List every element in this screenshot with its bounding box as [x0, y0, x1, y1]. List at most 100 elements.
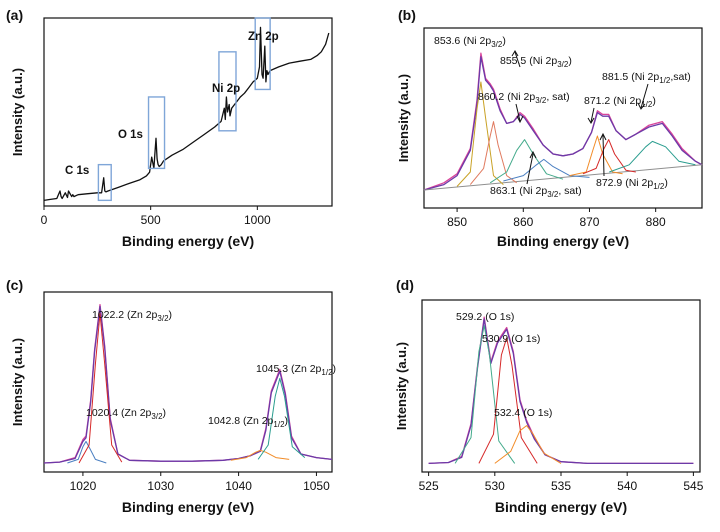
panel-d-x-tick-label-540: 540 [617, 479, 637, 493]
annotation-1045-3: 1045.3 (Zn 2p1/2) [256, 363, 336, 377]
annotation-872-9: 872.9 (Ni 2p1/2) [596, 177, 668, 191]
panel-a-zn2p-label: Zn 2p [248, 31, 279, 43]
panel-a-x-tick-label-0: 0 [41, 213, 48, 227]
annotation-863-1: 863.1 (Ni 2p3/2, sat) [490, 185, 582, 199]
panel-c: (c) 1020 1030 1040 1050 Binding energy (eV)… [6, 277, 336, 515]
panel-a-box-o-1s [147, 96, 166, 170]
annotation-855-5: 855.5 (Ni 2p3/2) [500, 55, 572, 69]
panel-d-x-tick-label-535: 535 [551, 479, 571, 493]
panel-a-ni2p-label: Ni 2p [212, 83, 240, 95]
panel-c-series-zn-2p3-2-1022-2 [78, 313, 123, 464]
arrow-881-5-head [637, 102, 646, 110]
panel-c-series-raw [43, 303, 333, 464]
panel-b-x-tick-label-860: 860 [513, 215, 533, 229]
panel-a-series-survey [43, 26, 330, 202]
panel-b-series-ni-2p1-2-872-9 [582, 139, 636, 175]
panel-a-x-tick-label-1000: 1000 [244, 213, 271, 227]
annotation-529-2: 529.2 (O 1s) [456, 311, 514, 323]
panel-c-series [43, 303, 333, 464]
panel-a-box-c-1s [97, 163, 112, 202]
panel-a-series [43, 26, 330, 202]
annotation-1042-8: 1042.8 (Zn 2p1/2) [208, 415, 288, 429]
panel-b-x-tick-label-850: 850 [447, 215, 467, 229]
panel-a-y-axis-label: Intensity (a.u.) [10, 68, 25, 156]
panel-b-series-ni-2p3-2-sat-860-2 [489, 139, 564, 184]
panel-a: (a) 0 500 1000 Binding energy (eV) Intensi… [6, 7, 333, 249]
panel-a-o1s-label: O 1s [118, 129, 143, 141]
panel-a-frame [43, 17, 333, 207]
arrow-872-9 [602, 134, 605, 177]
panel-b-frame [423, 27, 703, 209]
arrow-855-5-head [511, 50, 519, 57]
panel-c-series-zn-2p1-2-1042-8 [230, 449, 290, 461]
panel-a-box-zn-2p [254, 17, 271, 91]
panel-a-c1s-label: C 1s [65, 165, 89, 177]
panel-d-x-axis-label: Binding energy (eV) [495, 499, 627, 515]
panel-d-series-fit [428, 318, 694, 465]
panel-d-label: (d) [396, 277, 414, 293]
panel-c-series-zn-2p1-2-1045-3 [257, 377, 306, 460]
panel-d-frame [421, 299, 701, 473]
panel-b-series-fit [423, 56, 703, 191]
annotation-881-5: 881.5 (Ni 2p1/2,sat) [602, 71, 691, 85]
arrow-860-2 [515, 103, 521, 122]
panel-d-x-tick-label-545: 545 [683, 479, 703, 493]
panel-b-series [423, 52, 703, 191]
panel-a-x-tick-label-500: 500 [141, 213, 161, 227]
panel-b-arrows [511, 50, 649, 185]
annotation-1020-4: 1020.4 (Zn 2p3/2) [86, 407, 166, 421]
panel-b-series-raw [423, 52, 703, 191]
panel-d-x-ticks: 525 530 535 540 545 [419, 472, 704, 493]
panel-c-series-zn-2p3-2-1020-4 [67, 440, 107, 464]
panel-c-x-axis-label: Binding energy (eV) [122, 499, 254, 515]
panel-c-x-tick-label-1020: 1020 [70, 479, 97, 493]
panel-b-series-ni-2p1-2-sat-881-5 [609, 140, 696, 173]
arrow-863-1 [526, 153, 534, 185]
panel-a-x-axis-label: Binding energy (eV) [122, 233, 254, 249]
panel-b-x-axis-label: Binding energy (eV) [497, 233, 629, 249]
panel-c-x-tick-label-1030: 1030 [147, 479, 174, 493]
panel-b-x-tick-label-880: 880 [646, 215, 666, 229]
panel-a-label: (a) [6, 7, 23, 23]
panel-a-x-ticks: 0 500 1000 [41, 206, 271, 227]
arrow-871-2-head [587, 117, 595, 124]
panel-b-series-ni-2p3-2-853-6 [456, 81, 504, 187]
panel-b-series-ni-2p3-2-855-5 [469, 121, 517, 185]
panel-d-x-tick-label-525: 525 [419, 479, 439, 493]
annotation-860-2: 860.2 (Ni 2p3/2, sat) [478, 91, 570, 105]
arrow-863-1-head [529, 150, 537, 159]
panel-c-y-axis-label: Intensity (a.u.) [10, 338, 25, 426]
panel-b-y-axis-label: Intensity (a.u.) [396, 74, 411, 162]
panel-d-series-o-1s-529-2 [454, 325, 516, 464]
annotation-871-2: 871.2 (Ni 2p1/2) [584, 95, 656, 109]
panel-d-x-tick-label-530: 530 [485, 479, 505, 493]
annotation-853-6: 853.6 (Ni 2p3/2) [434, 35, 506, 49]
annotation-530-9: 530.9 (O 1s) [482, 333, 540, 345]
panel-b-label: (b) [398, 7, 416, 23]
panel-a-box-ni-2p [218, 51, 237, 132]
panel-d-y-axis-label: Intensity (a.u.) [394, 342, 409, 430]
arrow-855-5 [514, 51, 521, 68]
panel-b: (b) 850 860 870 880 Binding energy (eV) Int… [396, 7, 703, 249]
arrow-860-2-head [516, 115, 524, 124]
panel-c-x-tick-label-1050: 1050 [303, 479, 330, 493]
arrow-881-5 [640, 83, 649, 109]
panel-d-series [428, 316, 694, 465]
panel-c-x-ticks: 1020 1030 1040 1050 [70, 472, 330, 493]
panel-c-x-tick-label-1040: 1040 [225, 479, 252, 493]
panel-c-frame [43, 291, 333, 473]
panel-a-boxes [97, 17, 271, 202]
panel-b-series-background [423, 164, 703, 191]
arrow-871-2 [590, 107, 595, 123]
panel-d-series-o-1s-530-9 [478, 337, 538, 464]
panel-b-x-ticks: 850 860 870 880 [447, 208, 666, 229]
annotation-532-4: 532.4 (O 1s) [494, 407, 552, 419]
panel-b-series-ni-2p3-2-sat-863-1 [503, 158, 590, 182]
panel-c-series-fit [43, 305, 333, 464]
panel-c-label: (c) [6, 277, 23, 293]
arrow-872-9-head [599, 132, 607, 141]
annotation-1022-2: 1022.2 (Zn 2p3/2) [92, 309, 172, 323]
panel-d: (d) 525 530 535 540 545 Binding energy (eV) … [394, 277, 704, 515]
panel-b-x-tick-label-870: 870 [579, 215, 599, 229]
